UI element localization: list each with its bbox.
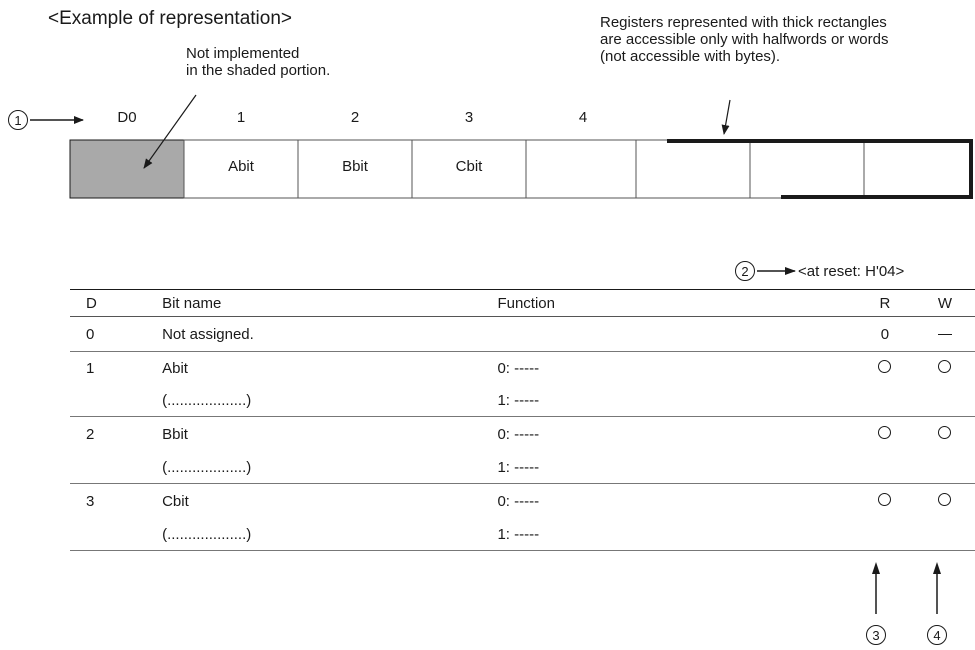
- bit-number-2: 2: [350, 109, 360, 126]
- row-function-1: 1: -----: [497, 451, 855, 484]
- register-diagram: [30, 94, 973, 199]
- bit-number-3: 3: [464, 109, 474, 126]
- row-d: 3: [86, 492, 95, 510]
- diagram-title: <Example of representation>: [48, 8, 292, 29]
- row-function-1: 1: -----: [497, 518, 855, 551]
- row-d: 0: [70, 316, 163, 352]
- bit-cell-3: [411, 139, 527, 199]
- header-function: Function: [497, 289, 855, 317]
- shaded-note-arrow: [143, 94, 197, 169]
- row-w-circle-icon: [915, 417, 975, 452]
- bit-number-0: D0: [117, 109, 137, 126]
- callout-3: 3: [866, 625, 886, 645]
- shaded-portion-note: Not implemented in the shaded portion.: [186, 45, 331, 79]
- bit-number-4: 4: [578, 109, 588, 126]
- header-d: D: [70, 289, 163, 317]
- row-bit-name: Cbit: [162, 492, 189, 510]
- table-row-continued: (...................) 1: -----: [70, 451, 975, 484]
- table-row-continued: (...................) 1: -----: [70, 384, 975, 417]
- row-bit-name: Bbit: [162, 425, 188, 443]
- row-bit-sub: (...................): [162, 451, 498, 484]
- row-w-dash-icon: [914, 316, 975, 352]
- bit-cell-5: [635, 139, 751, 199]
- bit-cell-6: [749, 139, 865, 199]
- row-bit-sub: (...................): [162, 384, 498, 417]
- row-bit-name: Abit: [162, 359, 188, 377]
- row-w-circle-icon: [915, 352, 975, 385]
- callout-1: 1: [8, 110, 28, 130]
- row-function-0: 0: -----: [497, 425, 540, 443]
- table-row: 2 Bbit 0: -----: [70, 417, 975, 452]
- thick-note-arrow: [721, 99, 731, 135]
- callout-2-arrow: [757, 267, 796, 275]
- header-w: W: [914, 289, 975, 317]
- bit-cell-4: [525, 139, 637, 199]
- header-bit-name: Bit name: [162, 289, 498, 317]
- row-function-0: 0: -----: [497, 492, 540, 510]
- row-w-circle-icon: [915, 484, 975, 519]
- row-function-1: 1: -----: [497, 384, 855, 417]
- reset-value-label: <at reset: H'04>: [798, 263, 905, 280]
- row-r-circle-icon: [855, 417, 915, 452]
- row-r-circle-icon: [855, 352, 915, 385]
- row-r-circle-icon: [855, 484, 915, 519]
- bit-number-1: 1: [236, 109, 246, 126]
- cell-label-abit: Abit: [228, 158, 254, 175]
- bit-cell-7: [863, 139, 971, 199]
- table-row: 3 Cbit 0: -----: [70, 484, 975, 519]
- row-r-value: 0: [854, 316, 915, 352]
- table-header-row: D Bit name Function R W: [70, 289, 975, 317]
- thick-rectangle-note: Registers represented with thick rectang…: [600, 14, 889, 65]
- callout-3-4-arrows: [872, 562, 941, 614]
- bit-description-table: D Bit name Function R W 0 Not assigned. …: [70, 289, 975, 551]
- callout-2: 2: [735, 261, 755, 281]
- table-row: 1 Abit 0: -----: [70, 352, 975, 385]
- row-d: 1: [86, 359, 95, 377]
- row-function: [497, 316, 855, 352]
- row-bit-name: Not assigned.: [162, 316, 498, 352]
- bit-cell-2: [297, 139, 413, 199]
- table-row: 0 Not assigned. 0: [70, 316, 975, 352]
- row-function-0: 0: -----: [497, 359, 540, 377]
- callout-4: 4: [927, 625, 947, 645]
- cell-label-cbit: Cbit: [455, 158, 483, 175]
- cell-label-bbit: Bbit: [342, 158, 368, 175]
- header-r: R: [854, 289, 915, 317]
- row-d: 2: [86, 425, 95, 443]
- shaded-bit-cell: [69, 139, 185, 199]
- table-row-continued: (...................) 1: -----: [70, 518, 975, 551]
- row-bit-sub: (...................): [162, 518, 498, 551]
